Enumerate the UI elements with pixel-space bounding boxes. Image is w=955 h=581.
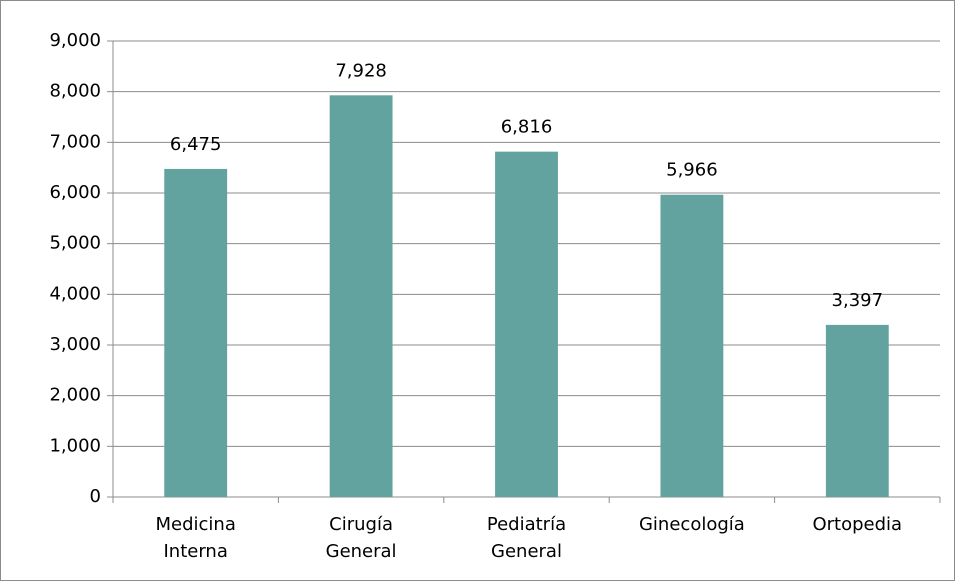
y-tick-label: 4,000 [49, 283, 101, 304]
y-tick-label: 9,000 [49, 30, 101, 51]
y-tick-label: 6,000 [49, 182, 101, 203]
bar [825, 324, 889, 497]
data-label: 3,397 [832, 290, 884, 311]
x-tick-label: Cirugía General [326, 514, 397, 562]
data-label: 5,966 [666, 160, 718, 181]
y-tick-label: 7,000 [49, 131, 101, 152]
y-tick-label: 2,000 [49, 385, 101, 406]
bar [660, 194, 724, 498]
x-tick-label: Ortopedia [812, 514, 902, 535]
y-tick-label: 5,000 [49, 233, 101, 254]
y-tick-label: 3,000 [49, 334, 101, 355]
y-tick-label: 0 [90, 486, 101, 507]
x-tick-label: Ginecología [639, 514, 745, 535]
y-tick-label: 8,000 [49, 81, 101, 102]
x-tick-label: Pediatría General [487, 514, 566, 562]
bar [329, 95, 393, 497]
y-tick-label: 1,000 [49, 435, 101, 456]
bar [164, 168, 228, 497]
data-label: 7,928 [335, 60, 387, 81]
x-tick-label: Medicina Interna [156, 514, 236, 562]
data-label: 6,816 [501, 117, 553, 138]
bar [495, 151, 558, 497]
data-label: 6,475 [170, 134, 222, 155]
